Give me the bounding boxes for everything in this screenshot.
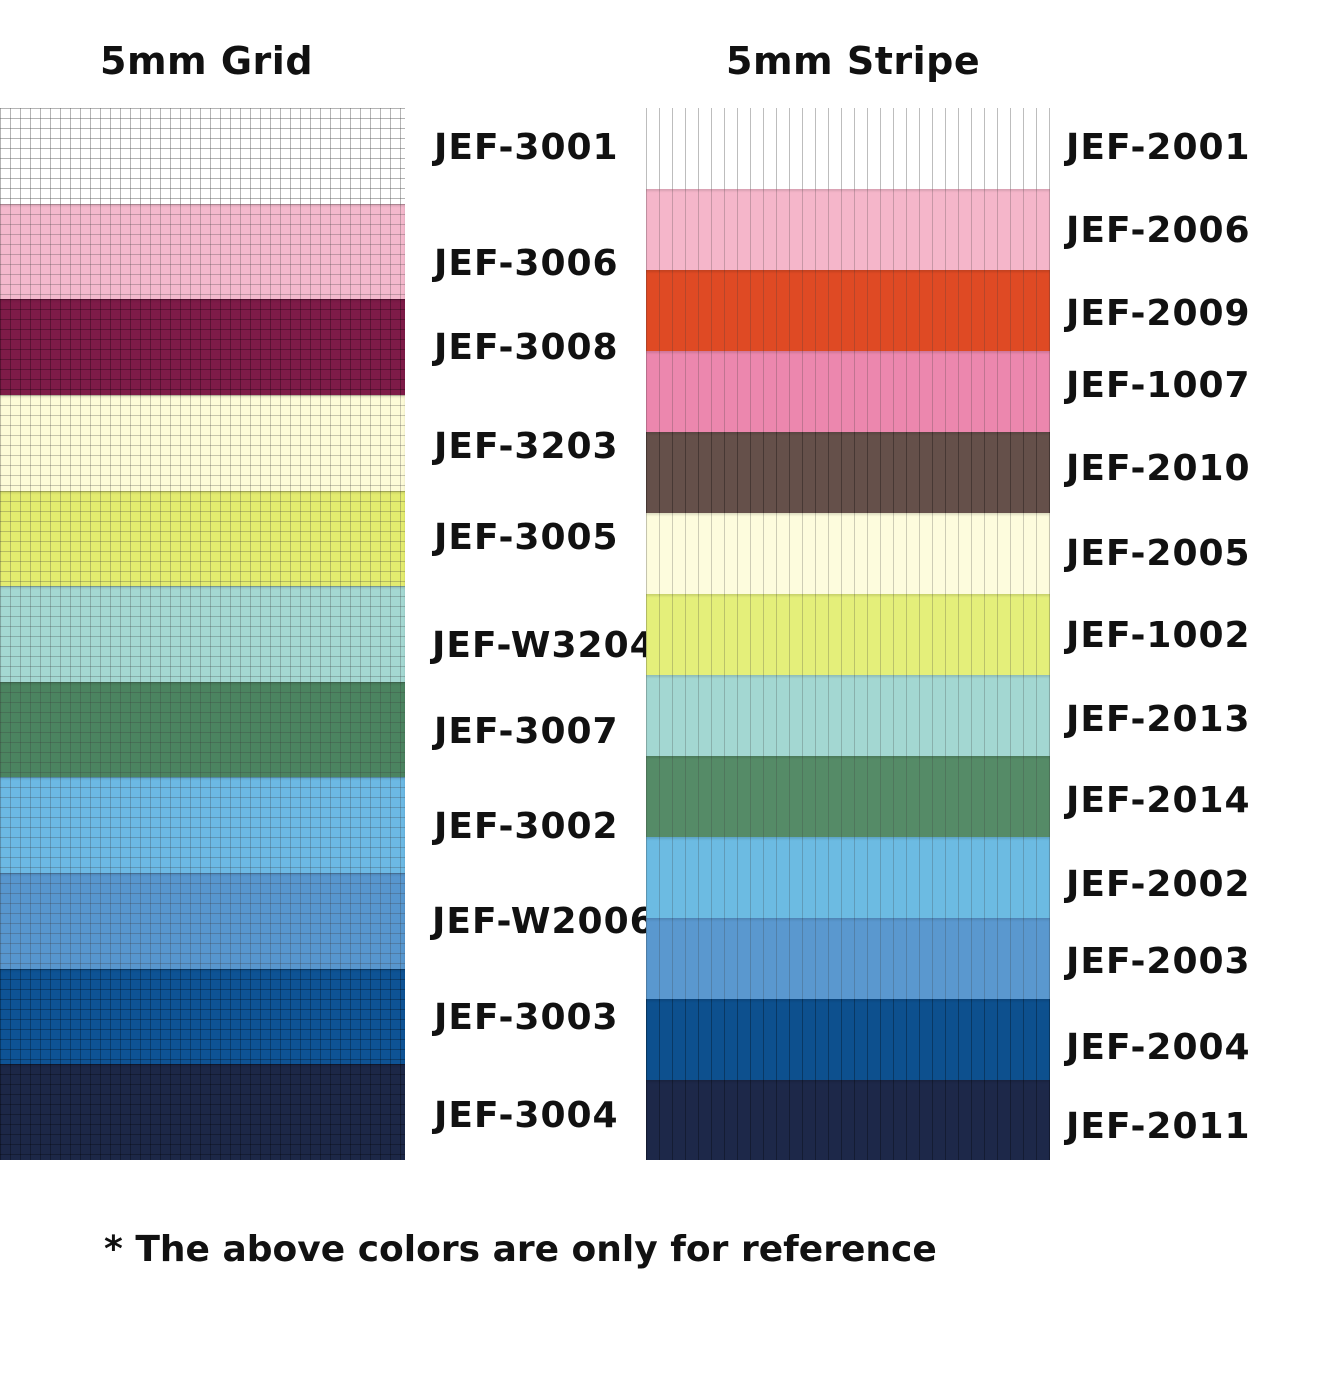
grid-swatch-code: JEF-3006 (434, 243, 619, 284)
grid-column-title: 5mm Grid (100, 39, 314, 83)
stripe-swatch (646, 432, 1050, 513)
stripe-swatch (646, 189, 1050, 270)
stripe-swatch (646, 1080, 1050, 1160)
stripe-swatch (646, 837, 1050, 918)
grid-swatch (0, 204, 405, 299)
grid-swatch (0, 777, 405, 873)
stripe-swatch (646, 918, 1050, 999)
stripe-swatch-code: JEF-2011 (1066, 1106, 1251, 1147)
stripe-swatch-code: JEF-2009 (1066, 293, 1251, 334)
grid-swatch-code: JEF-W2006 (432, 901, 656, 942)
stripe-swatch-code: JEF-2001 (1066, 127, 1251, 168)
grid-swatch-code: JEF-W3204 (432, 625, 656, 666)
grid-swatch-code: JEF-3002 (434, 806, 619, 847)
grid-swatch-code: JEF-3001 (434, 127, 619, 168)
stripe-swatch-code: JEF-1007 (1066, 365, 1251, 406)
stripe-swatch (646, 513, 1050, 594)
stripe-swatch-code: JEF-2004 (1066, 1027, 1251, 1068)
grid-swatch-code: JEF-3004 (434, 1095, 619, 1136)
stripe-swatch-code: JEF-2014 (1066, 780, 1251, 821)
stripe-swatch-code: JEF-2002 (1066, 864, 1251, 905)
stripe-swatch (646, 675, 1050, 756)
grid-swatch-code: JEF-3008 (434, 327, 619, 368)
grid-swatch (0, 969, 405, 1064)
grid-swatch-code: JEF-3005 (434, 517, 619, 558)
stripe-swatch-code: JEF-2003 (1066, 941, 1251, 982)
grid-swatch-code: JEF-3203 (434, 426, 619, 467)
stripe-swatch (646, 999, 1050, 1080)
stripe-swatch-code: JEF-1002 (1066, 615, 1251, 656)
stripe-swatch-code: JEF-2010 (1066, 448, 1251, 489)
grid-swatch (0, 299, 405, 395)
stripe-column-title: 5mm Stripe (726, 39, 981, 83)
stripe-swatch (646, 108, 1050, 189)
grid-swatch (0, 395, 405, 491)
grid-swatch (0, 1064, 405, 1160)
stripe-swatch (646, 270, 1050, 351)
grid-swatch (0, 873, 405, 969)
grid-swatch (0, 682, 405, 777)
stripe-swatch (646, 756, 1050, 837)
stripe-swatch (646, 594, 1050, 675)
grid-swatch-code: JEF-3003 (434, 997, 619, 1038)
grid-swatch (0, 491, 405, 586)
grid-swatch (0, 586, 405, 682)
stripe-swatch-code: JEF-2005 (1066, 533, 1251, 574)
stripe-swatch (646, 351, 1050, 432)
reference-footnote: * The above colors are only for referenc… (104, 1229, 937, 1270)
stripe-swatch-code: JEF-2006 (1066, 210, 1251, 251)
grid-swatch (0, 108, 405, 204)
grid-swatch-code: JEF-3007 (434, 711, 619, 752)
stripe-swatch-code: JEF-2013 (1066, 699, 1251, 740)
